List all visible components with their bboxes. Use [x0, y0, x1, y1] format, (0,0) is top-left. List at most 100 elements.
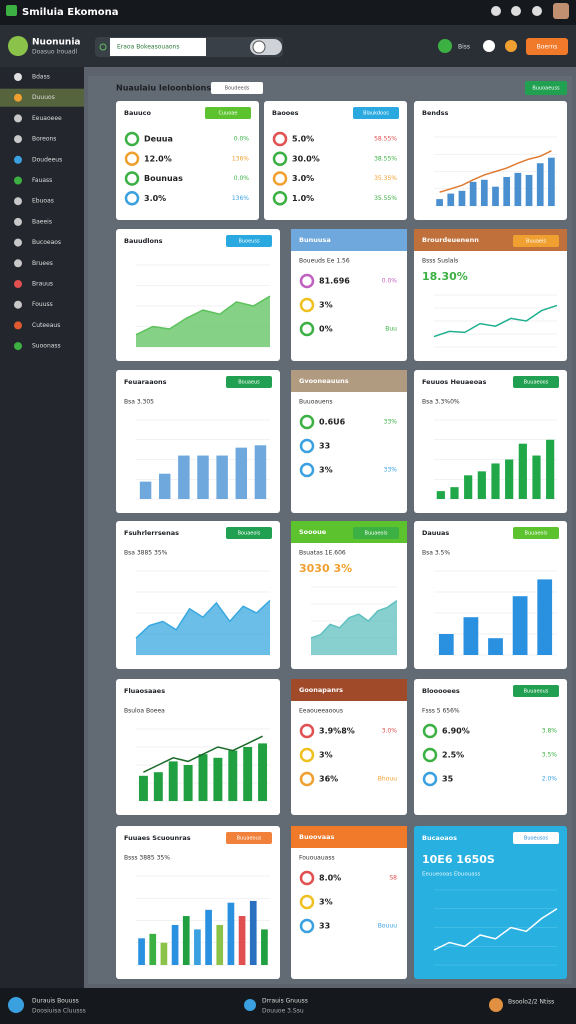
- card-subtitle: Eeuueooas Ebuouass: [422, 872, 480, 878]
- row-icon: [299, 414, 315, 430]
- icon[interactable]: [491, 6, 501, 16]
- nav-item[interactable]: Bruees: [14, 259, 53, 268]
- nav-item[interactable]: Bucoeaos: [14, 238, 61, 247]
- card-button[interactable]: [205, 107, 251, 119]
- row-label: 3%: [319, 301, 333, 310]
- filter-text: Boudeeds: [225, 86, 250, 92]
- bar: [514, 172, 522, 206]
- row-value: 0.0%: [234, 136, 250, 143]
- bar: [447, 193, 455, 206]
- card-button[interactable]: [226, 527, 272, 539]
- row-value: 136%: [232, 155, 249, 162]
- card-body: [291, 679, 407, 815]
- header-action[interactable]: Biss: [458, 44, 470, 51]
- card-button[interactable]: [513, 235, 559, 247]
- card: Dauuas Buuaeois Bsa 3.5%: [414, 521, 567, 669]
- row-label: 8.0%: [319, 874, 341, 883]
- row-label: 2.5%: [442, 751, 464, 760]
- bar: [149, 933, 157, 965]
- search-field[interactable]: [110, 38, 206, 56]
- card-button[interactable]: [226, 235, 272, 247]
- row-label: 33: [319, 922, 330, 931]
- nav-item[interactable]: Doudeeus: [14, 155, 62, 164]
- card-button[interactable]: [353, 527, 399, 539]
- card-header: [291, 826, 407, 848]
- card-button[interactable]: [513, 527, 559, 539]
- nav-item[interactable]: Cuteeaus: [14, 321, 60, 330]
- page-action-text: Buuoaeuss: [532, 86, 560, 92]
- nav-item[interactable]: Bdass: [14, 73, 50, 81]
- nav-item[interactable]: Boreons: [14, 135, 56, 144]
- nav-label: Eeuaoeee: [32, 115, 62, 122]
- card-title: Baooes: [272, 109, 299, 117]
- nav-icon: [14, 238, 22, 247]
- card: Bauudlons Buoeuss: [116, 229, 280, 361]
- card-body: [116, 101, 259, 220]
- row-label: 0.6U6: [319, 418, 346, 427]
- card-button-text: Bouaeois: [238, 531, 261, 537]
- bar: [503, 177, 511, 206]
- bar: [216, 924, 224, 965]
- line: [135, 295, 271, 336]
- bar: [436, 491, 445, 499]
- nav-item[interactable]: Fauass: [14, 176, 52, 185]
- avatar[interactable]: [553, 3, 569, 19]
- footer-title: Durauis Bouuss: [32, 998, 79, 1005]
- bar: [227, 902, 235, 965]
- card-button[interactable]: [353, 107, 399, 119]
- card: Bunuusa Boueuds Ee 1.56 81.696 0.0% 3% 0% Buu: [291, 229, 407, 361]
- line: [433, 908, 558, 951]
- card-headline: 18.30%: [422, 270, 468, 283]
- toggle-knob: [252, 40, 266, 54]
- row-icon: [299, 894, 315, 910]
- nav-icon: [14, 135, 22, 144]
- line: [143, 735, 263, 773]
- icon[interactable]: [511, 6, 521, 16]
- card-button[interactable]: [513, 832, 559, 844]
- bar: [139, 481, 152, 499]
- nav-item[interactable]: Ebuoas: [14, 197, 54, 206]
- nav-icon: [14, 197, 22, 206]
- card-body: [414, 679, 567, 815]
- nav-item[interactable]: Eeuaoeee: [14, 114, 62, 123]
- row-value: 2.0%: [542, 776, 558, 783]
- card: Brourdeuenenn Buuaeis Bsss Suslals 18.30%: [414, 229, 567, 361]
- notification[interactable]: [505, 40, 517, 52]
- nav-item[interactable]: Brauus: [14, 280, 53, 288]
- bar: [548, 157, 555, 206]
- status-icon: [438, 39, 452, 53]
- card-button[interactable]: [513, 685, 559, 697]
- row-icon: [422, 747, 438, 763]
- row-label: 0%: [319, 325, 333, 334]
- header-button[interactable]: [526, 38, 568, 55]
- nav-label: Doudeeus: [32, 156, 62, 163]
- bar: [178, 455, 190, 499]
- card-title: Fuuaes Scuounras: [124, 834, 191, 842]
- card-subtitle: Boueuds Ee 1.56: [299, 258, 350, 265]
- nav-icon: [14, 259, 22, 268]
- bar: [205, 909, 212, 965]
- notification[interactable]: [483, 40, 495, 52]
- card-button-text: Cuuoae: [218, 111, 237, 117]
- nav-item[interactable]: Duuuos: [0, 88, 84, 107]
- icon[interactable]: [532, 6, 542, 16]
- bar: [254, 445, 267, 499]
- page-action[interactable]: [525, 81, 567, 95]
- row-label: Bounuas: [144, 174, 183, 183]
- bar: [258, 743, 268, 801]
- nav-item[interactable]: Baeeis: [14, 217, 52, 226]
- row-value: Bhouu: [378, 776, 397, 783]
- card-button[interactable]: [226, 832, 272, 844]
- nav-item[interactable]: Suoonass: [14, 342, 61, 351]
- bar: [469, 181, 477, 206]
- row-icon: [299, 438, 315, 454]
- top-bar: [0, 0, 576, 25]
- card-button[interactable]: [226, 376, 272, 388]
- filter-button[interactable]: [211, 82, 263, 94]
- card-title: Soooue: [299, 528, 327, 536]
- nav-item[interactable]: Fouuss: [14, 300, 53, 309]
- nav-icon: [14, 93, 22, 102]
- nav-label: Boreons: [32, 136, 56, 143]
- card-subtitle: Buuoauens: [299, 399, 333, 406]
- card-button[interactable]: [513, 376, 559, 388]
